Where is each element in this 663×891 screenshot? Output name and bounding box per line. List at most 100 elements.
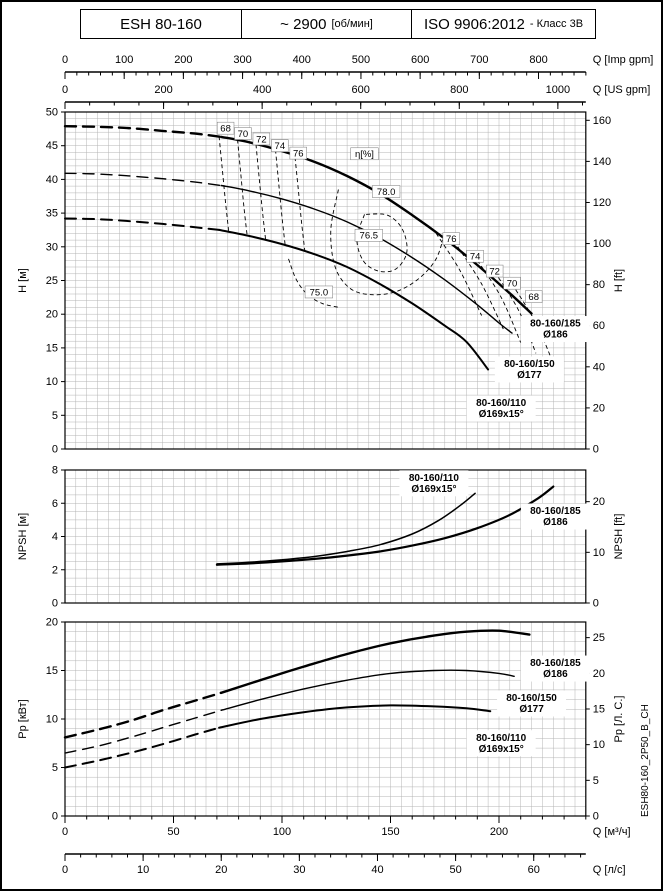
- svg-text:80-160/110: 80-160/110: [476, 733, 526, 744]
- svg-text:25: 25: [593, 632, 605, 644]
- svg-text:300: 300: [233, 54, 251, 66]
- svg-text:100: 100: [593, 238, 611, 250]
- svg-text:68: 68: [528, 292, 539, 303]
- svg-text:6: 6: [52, 498, 58, 510]
- svg-text:Q [м³/ч]: Q [м³/ч]: [593, 826, 631, 838]
- svg-text:Ø186: Ø186: [543, 669, 568, 680]
- pump-speed: ~ 2900: [280, 15, 327, 33]
- svg-text:80: 80: [593, 279, 605, 291]
- svg-text:140: 140: [593, 156, 611, 168]
- svg-text:50: 50: [46, 107, 58, 119]
- flow-axis-m3h: 0 50 100 150 200 Q [м³/ч]: [62, 816, 631, 838]
- svg-text:5: 5: [52, 762, 58, 774]
- svg-text:600: 600: [411, 54, 429, 66]
- svg-text:25: 25: [46, 275, 58, 287]
- svg-text:10: 10: [137, 864, 149, 876]
- flow-axis-us: 0 200 400 600 800 1000 Q [US gpm]: [62, 84, 650, 109]
- svg-text:H [ft]: H [ft]: [613, 269, 625, 292]
- svg-text:Ø186: Ø186: [543, 517, 568, 528]
- head-chart: 0 5 10 15 20 25 30 35 40 45 50 0 20 40 60 80 100 120 140 16…: [17, 107, 625, 456]
- svg-text:NPSH [ft]: NPSH [ft]: [613, 514, 625, 560]
- svg-text:800: 800: [450, 84, 468, 96]
- svg-text:76: 76: [446, 234, 457, 245]
- svg-text:600: 600: [352, 84, 370, 96]
- svg-text:68: 68: [220, 123, 231, 134]
- svg-text:40: 40: [371, 864, 383, 876]
- svg-text:30: 30: [46, 241, 58, 253]
- svg-text:74: 74: [470, 252, 481, 263]
- standard-cell: ISO 9906:2012 - Класс 3В: [412, 9, 596, 39]
- svg-text:40: 40: [593, 361, 605, 373]
- curve-80-160/110 Ø169x15°: [218, 704, 492, 729]
- svg-text:10: 10: [593, 739, 605, 751]
- svg-text:20: 20: [593, 402, 605, 414]
- svg-text:Ø186: Ø186: [543, 330, 568, 341]
- svg-text:160: 160: [593, 115, 611, 127]
- curve-80-160/150 Ø177: [64, 709, 222, 754]
- svg-text:78.0: 78.0: [377, 187, 396, 198]
- title-bar: ESH 80-160 ~ 2900 [об/мин] ISO 9906:2012…: [80, 9, 596, 39]
- svg-text:72: 72: [489, 266, 500, 277]
- curve-80-160/185 Ø186: [63, 691, 223, 739]
- svg-text:76.5: 76.5: [360, 231, 379, 242]
- svg-text:60: 60: [593, 320, 605, 332]
- svg-text:5: 5: [52, 410, 58, 422]
- svg-text:800: 800: [529, 54, 547, 66]
- svg-text:75.0: 75.0: [310, 287, 329, 298]
- efficiency-label: [271, 139, 289, 152]
- svg-text:50: 50: [167, 826, 179, 838]
- efficiency-label: [442, 232, 460, 245]
- svg-text:Ø177: Ø177: [519, 704, 544, 715]
- curve-label: [520, 503, 590, 530]
- svg-text:0: 0: [52, 598, 58, 610]
- curve-80-160/185 Ø186: [215, 485, 555, 566]
- svg-text:10: 10: [593, 547, 605, 559]
- flow-axis-ls: 0 10 20 30 40 50 60 Q [л/с]: [62, 853, 626, 876]
- svg-text:Q [л/с]: Q [л/с]: [593, 864, 626, 876]
- curve-label: [520, 655, 590, 682]
- svg-text:80-160/185: 80-160/185: [530, 506, 581, 517]
- svg-text:Ø169x15°: Ø169x15°: [411, 484, 456, 495]
- svg-text:700: 700: [470, 54, 488, 66]
- svg-text:0: 0: [593, 598, 599, 610]
- svg-text:0: 0: [62, 84, 68, 96]
- curve-80-160/185 Ø186: [63, 125, 223, 139]
- npsh-chart: 0 2 4 6 8 0 10 20 NPSH [м] NPSH [ft] 80-160/185Ø18…: [17, 465, 625, 610]
- svg-text:80-160/185: 80-160/185: [530, 658, 581, 669]
- svg-text:0: 0: [62, 54, 68, 66]
- svg-text:NPSH [м]: NPSH [м]: [17, 513, 29, 560]
- svg-text:80-160/150: 80-160/150: [506, 693, 557, 704]
- efficiency-label: [234, 127, 252, 140]
- svg-text:5: 5: [593, 775, 599, 787]
- svg-text:200: 200: [154, 84, 172, 96]
- svg-text:80-160/110: 80-160/110: [409, 473, 459, 484]
- curve-80-160/150 Ø177: [220, 669, 515, 711]
- curve-80-160/110 Ø169x15°: [216, 492, 476, 565]
- svg-text:20: 20: [593, 496, 605, 508]
- svg-text:15: 15: [46, 665, 58, 677]
- curve-80-160/110 Ø169x15°: [64, 726, 221, 769]
- svg-text:20: 20: [46, 617, 58, 629]
- svg-text:60: 60: [528, 864, 540, 876]
- svg-text:15: 15: [46, 342, 58, 354]
- svg-text:0: 0: [62, 864, 68, 876]
- svg-text:45: 45: [46, 140, 58, 152]
- efficiency-label: [466, 249, 484, 263]
- efficiency-label: [289, 146, 307, 160]
- svg-text:0: 0: [52, 444, 58, 456]
- svg-text:15: 15: [593, 703, 605, 715]
- efficiency-label: [304, 285, 333, 299]
- svg-text:Pp [Л. С.]: Pp [Л. С.]: [613, 696, 625, 743]
- efficiency-label: [350, 147, 379, 161]
- svg-text:200: 200: [174, 54, 192, 66]
- svg-text:10: 10: [46, 376, 58, 388]
- svg-text:80-160/110: 80-160/110: [476, 398, 526, 409]
- efficiency-label: [216, 121, 235, 135]
- svg-text:35: 35: [46, 208, 58, 220]
- svg-text:500: 500: [352, 54, 370, 66]
- standard-class: - Класс 3В: [529, 18, 584, 30]
- pump-model: ESH 80-160: [120, 15, 202, 33]
- svg-text:100: 100: [115, 54, 133, 66]
